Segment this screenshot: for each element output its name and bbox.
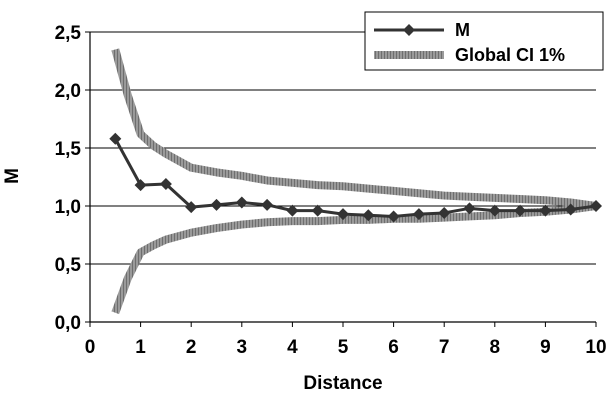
x-tick-label: 4 — [287, 337, 298, 358]
y-tick-label: 2,0 — [55, 81, 81, 102]
y-tick-label: 0,5 — [55, 255, 82, 276]
m-point-marker — [235, 196, 248, 209]
m-point-marker — [159, 177, 172, 190]
m-point-marker — [337, 208, 349, 221]
y-axis-title: M — [2, 168, 23, 184]
m-point-marker — [590, 200, 602, 212]
legend-m-marker — [403, 24, 415, 36]
m-point-marker — [488, 204, 501, 217]
m-series — [109, 132, 602, 223]
m-point-marker — [463, 202, 476, 215]
x-tick-label: 1 — [135, 337, 146, 358]
y-tick-label: 1,5 — [55, 139, 82, 160]
x-axis-title: Distance — [303, 373, 382, 394]
m-point-marker — [564, 203, 577, 216]
legend-ci-label: Global CI 1% — [455, 45, 565, 65]
x-tick-label: 7 — [439, 337, 450, 358]
m-point-marker — [412, 208, 425, 221]
m-point-marker — [210, 198, 223, 211]
axes — [85, 31, 597, 327]
m-point-marker — [261, 198, 274, 211]
m-point-marker — [362, 209, 375, 222]
tick-labels: 0,0 0,5 1,0 1,5 2,0 2,5 0 1 2 3 4 5 6 7 8 9 10 — [55, 23, 607, 358]
ci-lower-line — [111, 202, 597, 315]
x-tick-label: 6 — [388, 337, 399, 358]
ci-upper-line — [111, 48, 597, 210]
m-point-marker — [438, 206, 451, 219]
m-point-marker — [185, 201, 198, 214]
y-tick-label: 0,0 — [55, 313, 81, 334]
legend-box — [364, 11, 604, 71]
x-tick-label: 9 — [540, 337, 551, 358]
legend-m-label: M — [455, 20, 470, 40]
ci-series — [111, 48, 597, 315]
m-point-marker — [311, 204, 324, 217]
x-tick-label: 0 — [85, 337, 96, 358]
m-series-line — [113, 138, 597, 218]
m-point-marker — [514, 204, 527, 217]
x-tick-label: 5 — [338, 337, 349, 358]
legend: M Global CI 1% — [364, 11, 604, 71]
x-tick-label: 3 — [237, 337, 248, 358]
x-tick-label: 2 — [186, 337, 197, 358]
gridlines — [90, 31, 596, 265]
m-point-marker — [286, 204, 299, 217]
legend-ci-line — [374, 51, 444, 59]
m-point-marker — [539, 204, 552, 217]
y-tick-label: 1,0 — [55, 197, 81, 218]
m-point-marker — [109, 132, 122, 145]
x-tick-label: 8 — [490, 337, 501, 358]
m-point-marker — [134, 179, 147, 192]
m-point-marker — [387, 210, 400, 223]
y-tick-label: 2,5 — [55, 23, 82, 44]
x-tick-label: 10 — [585, 337, 606, 358]
